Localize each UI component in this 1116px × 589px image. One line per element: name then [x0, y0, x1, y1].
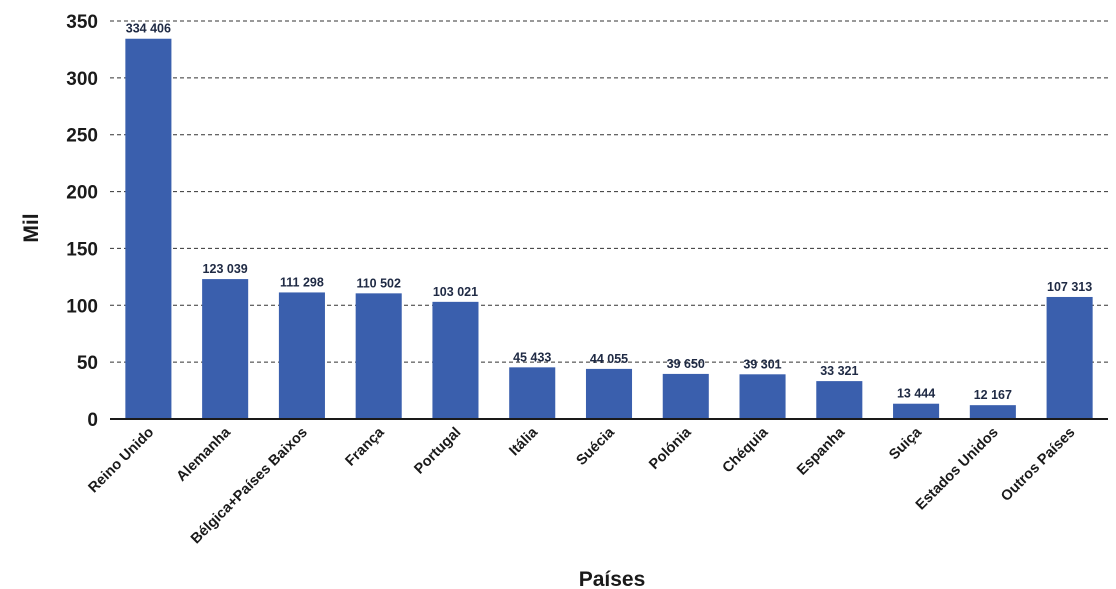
- x-tick-label: Suiça: [886, 424, 925, 463]
- data-label: 44 055: [590, 352, 628, 366]
- data-label: 107 313: [1047, 280, 1092, 294]
- x-tick-label: Itália: [506, 424, 541, 459]
- x-tick-label: Outros Países: [998, 425, 1078, 505]
- data-label: 13 444: [897, 387, 935, 401]
- y-tick-label: 0: [87, 410, 98, 431]
- x-tick-label: Espanha: [794, 424, 849, 479]
- bar-8: [739, 374, 786, 419]
- bar-1: [202, 279, 249, 419]
- y-tick-labels: 0 50 100 150 200 250 300 350: [66, 12, 98, 431]
- data-label: 39 301: [743, 357, 781, 371]
- y-tick-label: 150: [66, 239, 98, 260]
- bars: [125, 38, 1093, 419]
- data-label: 39 650: [667, 357, 705, 371]
- bar-11: [969, 405, 1016, 419]
- data-label: 111 298: [280, 275, 324, 289]
- x-tick-label: Portugal: [411, 425, 464, 478]
- bar-7: [662, 373, 709, 419]
- data-label: 123 039: [203, 262, 248, 276]
- bar-4: [432, 301, 479, 419]
- x-tick-label: França: [343, 424, 389, 470]
- bar-2: [278, 292, 325, 419]
- x-axis-title: Países: [579, 568, 646, 589]
- bar-12: [1046, 296, 1093, 419]
- y-tick-label: 250: [66, 126, 98, 147]
- x-tick-label: Chéquia: [720, 424, 772, 476]
- y-tick-label: 350: [66, 12, 98, 33]
- data-label: 103 021: [433, 285, 478, 299]
- bar-5: [509, 367, 556, 419]
- bar-3: [355, 293, 402, 419]
- bar-9: [816, 381, 863, 419]
- x-tick-label: Suécia: [573, 424, 618, 469]
- x-tick-label: Polónia: [646, 424, 695, 473]
- y-axis-title: Mil: [20, 213, 43, 242]
- grid-lines: [110, 20, 1108, 363]
- x-tick-label: Estados Unidos: [913, 425, 1002, 514]
- data-label: 45 433: [513, 350, 551, 364]
- y-tick-label: 200: [66, 183, 98, 204]
- y-tick-label: 300: [66, 69, 98, 90]
- data-label: 110 502: [356, 276, 401, 290]
- x-tick-label: Reino Unido: [86, 424, 158, 496]
- bar-6: [585, 368, 633, 419]
- data-labels: 334 406 123 039 111 298 110 502 103 021 45 43…: [126, 22, 1092, 402]
- data-label: 12 167: [974, 388, 1012, 402]
- y-tick-label: 100: [66, 296, 98, 317]
- bar-10: [893, 403, 940, 419]
- x-tick-label: Alemanha: [174, 424, 235, 485]
- data-label: 33 321: [820, 364, 858, 378]
- bar-0: [125, 38, 172, 419]
- y-tick-label: 50: [77, 353, 98, 374]
- data-label: 334 406: [126, 22, 171, 36]
